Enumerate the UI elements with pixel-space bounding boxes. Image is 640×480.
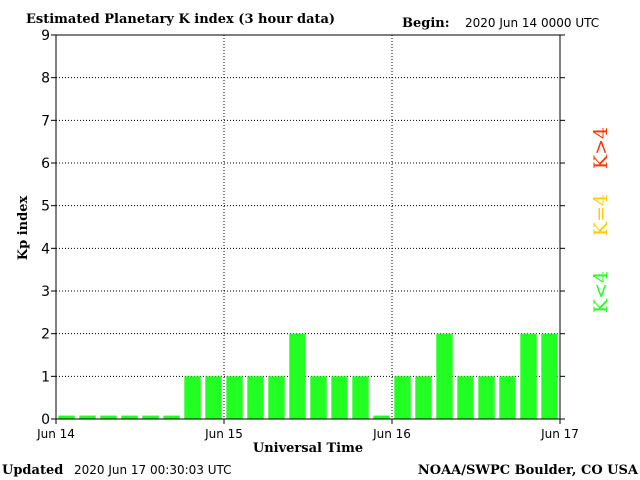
kp-bar (457, 376, 474, 419)
plot-frame (55, 34, 561, 420)
kp-bar (373, 415, 390, 419)
legend-k-less-4: K<4 (590, 271, 612, 313)
x-tick-label: Jun 15 (204, 427, 243, 441)
bars (58, 333, 558, 419)
kp-bar (100, 415, 117, 419)
kp-bar (352, 376, 369, 419)
updated-value: 2020 Jun 17 00:30:03 UTC (74, 463, 232, 477)
y-tick-label: 3 (41, 284, 50, 300)
updated-label: Updated (2, 463, 63, 478)
axes (51, 34, 565, 424)
y-tick-label: 9 (41, 28, 50, 44)
kp-bar (436, 333, 453, 419)
kp-bar (415, 376, 432, 419)
kp-bar (331, 376, 348, 419)
y-tick-labels: 0 1 2 3 4 5 6 7 8 9 (41, 28, 50, 428)
kp-bar (310, 376, 327, 419)
x-tick-labels: Jun 14 Jun 15 Jun 16 Jun 17 (36, 427, 579, 441)
grid-lines (56, 34, 560, 419)
y-axis-label: Kp index (16, 196, 31, 261)
y-tick-label: 5 (41, 199, 50, 215)
begin-value: 2020 Jun 14 0000 UTC (465, 16, 599, 30)
y-tick-label: 6 (41, 156, 50, 172)
kp-bar (142, 415, 159, 419)
source-credit: NOAA/SWPC Boulder, CO USA (418, 463, 639, 478)
begin-label: Begin: (402, 16, 450, 31)
kp-bar (163, 415, 180, 419)
kp-bar (268, 376, 285, 419)
kp-bar (289, 333, 306, 419)
y-tick-label: 1 (41, 369, 50, 385)
x-tick-label: Jun 16 (372, 427, 411, 441)
x-tick-label: Jun 14 (36, 427, 75, 441)
y-tick-label: 7 (41, 113, 50, 129)
legend-k-equal-4: K=4 (590, 194, 612, 236)
chart-title: Estimated Planetary K index (3 hour data… (26, 12, 335, 27)
kp-bar (478, 376, 495, 419)
y-tick-label: 2 (41, 327, 50, 343)
kp-bar (499, 376, 516, 419)
x-axis-label: Universal Time (253, 441, 363, 456)
kp-bar (184, 376, 201, 419)
kp-bar (79, 415, 96, 419)
x-tick-label: Jun 17 (540, 427, 579, 441)
kp-bar (394, 376, 411, 419)
y-tick-label: 8 (41, 71, 50, 87)
kp-bar (58, 415, 75, 419)
kp-bar (541, 333, 558, 419)
kp-bar (520, 333, 537, 419)
kp-bar (205, 376, 222, 419)
y-tick-label: 0 (41, 412, 50, 428)
kp-bar (121, 415, 138, 419)
y-tick-label: 4 (41, 241, 50, 257)
kp-bar (226, 376, 243, 419)
kp-bar (247, 376, 264, 419)
legend-k-greater-4: K>4 (590, 127, 612, 169)
